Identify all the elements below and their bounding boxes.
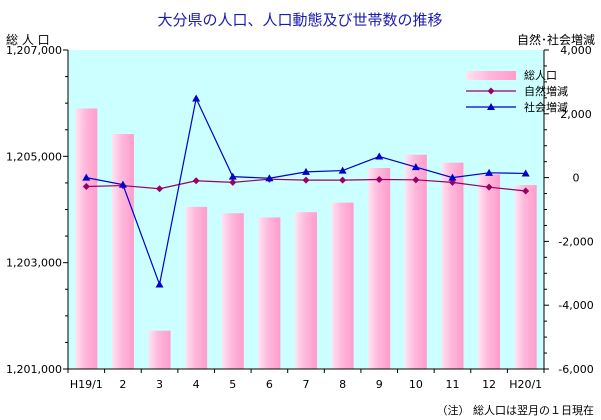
point-social-change-6 <box>302 167 310 175</box>
bar-total-population-3 <box>185 206 208 369</box>
point-natural-change-6 <box>302 176 310 184</box>
x-tick-label: 12 <box>482 378 496 391</box>
x-tick-label: H20/1 <box>509 378 542 391</box>
legend-label-natural-change: 自然増減 <box>524 84 568 98</box>
point-social-change-10 <box>448 173 457 181</box>
point-social-change-3 <box>192 94 201 102</box>
point-social-change-8 <box>375 152 384 160</box>
legend-label-total-population: 総人口 <box>524 68 557 82</box>
point-social-change-2 <box>155 280 164 288</box>
point-natural-change-2 <box>156 185 164 193</box>
point-natural-change-4 <box>229 178 237 186</box>
point-natural-change-7 <box>339 176 347 184</box>
x-tick-label: 2 <box>119 378 126 391</box>
bar-total-population-0 <box>75 108 98 369</box>
left-axis-title: 総 人 口 <box>6 33 50 47</box>
legend-bar-swatch <box>466 71 516 80</box>
point-natural-change-12 <box>522 187 530 195</box>
bar-total-population-6 <box>295 212 317 369</box>
bar-total-population-9 <box>404 154 427 369</box>
bar-total-population-1 <box>111 134 134 369</box>
point-social-change-1 <box>118 180 127 188</box>
point-social-change-11 <box>485 168 494 176</box>
point-social-change-9 <box>411 163 420 171</box>
legend-natural-swatch <box>466 87 516 95</box>
x-tick-label: 7 <box>303 378 310 391</box>
bar-total-population-5 <box>258 217 281 369</box>
point-natural-change-8 <box>375 176 383 184</box>
point-social-change-12 <box>521 169 530 177</box>
point-social-change-0 <box>82 173 91 181</box>
left-tick-label: 1,201,000 <box>6 363 62 376</box>
right-tick-label: -4,000 <box>558 299 593 312</box>
point-social-change-5 <box>265 174 274 182</box>
point-social-change-7 <box>338 166 347 174</box>
x-tick-label: 5 <box>229 378 236 391</box>
x-tick-label: 8 <box>339 378 346 391</box>
point-natural-change-11 <box>485 183 493 191</box>
bar-total-population-4 <box>221 213 244 369</box>
bar-total-population-10 <box>441 162 464 369</box>
bar-total-population-12 <box>514 185 537 369</box>
x-tick-label: 11 <box>445 378 459 391</box>
right-tick-label: 0 <box>573 172 580 185</box>
right-axis-title: 自然･社会増減 <box>517 32 595 47</box>
legend: 総人口 自然増減 社会増減 <box>466 68 568 114</box>
x-tick-label: 6 <box>266 378 273 391</box>
right-tick-label: 4,000 <box>560 44 592 57</box>
right-tick-label: -6,000 <box>558 363 593 376</box>
bar-total-population-2 <box>148 330 171 369</box>
right-tick-label: -2,000 <box>558 235 593 248</box>
chart-title: 大分県の人口、人口動態及び世帯数の推移 <box>157 11 442 29</box>
point-natural-change-0 <box>82 183 90 191</box>
left-tick-label: 1,203,000 <box>6 257 62 270</box>
x-tick-label: 4 <box>193 378 200 391</box>
point-natural-change-3 <box>192 177 200 185</box>
bar-total-population-7 <box>331 202 354 369</box>
left-tick-label: 1,207,000 <box>6 44 62 57</box>
bar-total-population-8 <box>368 168 391 369</box>
bar-total-population-11 <box>478 174 501 369</box>
footnote: （注） 総人口は翌月の１日現在 <box>437 403 595 417</box>
legend-social-swatch <box>466 103 516 110</box>
x-tick-label: 10 <box>409 378 423 391</box>
point-social-change-4 <box>228 172 237 180</box>
right-tick-label: 2,000 <box>560 108 592 121</box>
x-tick-label: 3 <box>156 378 163 391</box>
legend-label-social-change: 社会増減 <box>524 100 568 114</box>
left-tick-label: 1,205,000 <box>6 150 62 163</box>
x-tick-label: H19/1 <box>70 378 103 391</box>
x-tick-label: 9 <box>376 378 383 391</box>
lines-layer <box>82 94 530 288</box>
bars-layer <box>75 108 537 369</box>
point-natural-change-9 <box>412 176 420 184</box>
axes-layer: 1,201,000 1,203,000 1,205,000 1,207,000 -6,0… <box>6 44 594 391</box>
point-natural-change-10 <box>448 178 456 186</box>
